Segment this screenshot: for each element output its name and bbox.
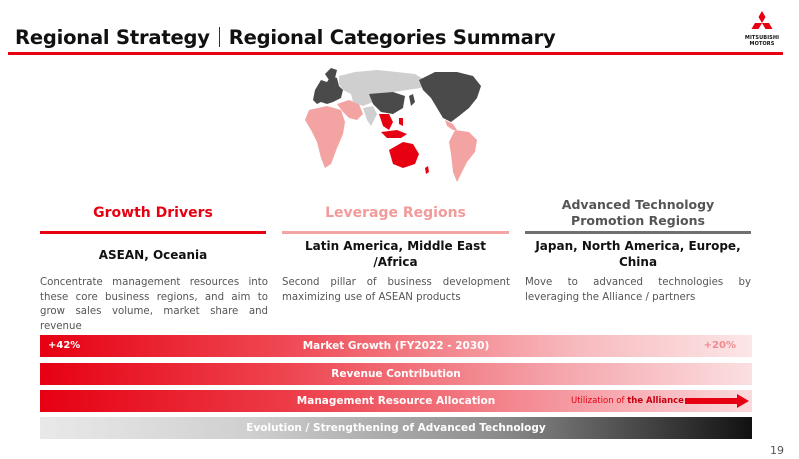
market-growth-left-value: +42% <box>48 340 81 351</box>
map-japan <box>409 94 415 106</box>
map-north-america <box>419 72 481 122</box>
logo-text-line1: MITSUBISHI <box>744 35 780 41</box>
three-diamonds-icon <box>751 11 773 29</box>
leverage-regions-heading: Leverage Regions <box>325 205 466 221</box>
title-section: Regional Strategy <box>15 26 210 49</box>
map-south-america <box>449 130 477 182</box>
advanced-technology-label: Evolution / Strengthening of Advanced Te… <box>246 422 546 434</box>
market-growth-right-value: +20% <box>703 340 736 351</box>
revenue-contribution-bar: Revenue Contribution <box>40 363 752 385</box>
management-resource-label: Management Resource Allocation <box>296 395 496 407</box>
advanced-technology-heading: Advanced Technology Promotion Regions <box>561 197 715 228</box>
map-russia <box>339 70 425 94</box>
alliance-utilization-text: Utilization of the Alliance <box>571 396 684 406</box>
right-arrow-icon <box>685 394 749 408</box>
map-central-america <box>445 120 457 130</box>
world-map <box>297 64 487 188</box>
map-india <box>363 106 377 126</box>
map-central-asia <box>351 94 373 106</box>
leverage-regions-description: Second pillar of business development ma… <box>282 277 510 303</box>
advanced-technology-regions: Japan, North America, Europe, China <box>535 239 741 269</box>
map-africa <box>305 106 345 168</box>
title-separator <box>218 27 220 47</box>
leverage-regions-rule <box>282 231 509 234</box>
leverage-regions-regions: Latin America, Middle East /Africa <box>304 239 487 269</box>
market-growth-label: Market Growth (FY2022 - 2030) <box>302 340 490 352</box>
market-growth-bar: +42% Market Growth (FY2022 - 2030) +20% <box>40 335 752 357</box>
management-resource-bar: Management Resource Allocation Utilizati… <box>40 390 752 412</box>
alliance-prefix: Utilization of <box>571 396 628 406</box>
growth-drivers-regions: ASEAN, Oceania <box>98 248 208 262</box>
growth-drivers-rule <box>40 231 266 234</box>
page-title: Regional Strategy Regional Categories Sum… <box>15 26 556 49</box>
alliance-bold: the Alliance <box>627 396 684 406</box>
mitsubishi-motors-logo: MITSUBISHI MOTORS <box>740 11 784 51</box>
map-australia <box>389 142 419 168</box>
map-new-zealand <box>425 166 429 174</box>
logo-text-line2: MOTORS <box>749 41 775 47</box>
growth-drivers-heading: Growth Drivers <box>93 205 213 221</box>
title-underline <box>8 52 783 55</box>
advanced-technology-bar: Evolution / Strengthening of Advanced Te… <box>40 417 752 439</box>
advanced-technology-description: Move to advanced technologies by leverag… <box>525 277 751 303</box>
revenue-contribution-label: Revenue Contribution <box>331 368 461 380</box>
map-europe <box>313 76 343 104</box>
title-topic: Regional Categories Summary <box>228 26 556 49</box>
map-indonesia <box>381 130 407 138</box>
map-scandinavia <box>325 68 337 80</box>
map-china <box>369 92 405 114</box>
map-middle-east <box>337 100 363 120</box>
advanced-technology-rule <box>525 231 751 234</box>
page-number: 19 <box>770 444 784 457</box>
map-philippines <box>399 118 403 126</box>
map-southeast-asia <box>379 114 393 130</box>
growth-drivers-description: Concentrate management resources into th… <box>40 277 268 332</box>
